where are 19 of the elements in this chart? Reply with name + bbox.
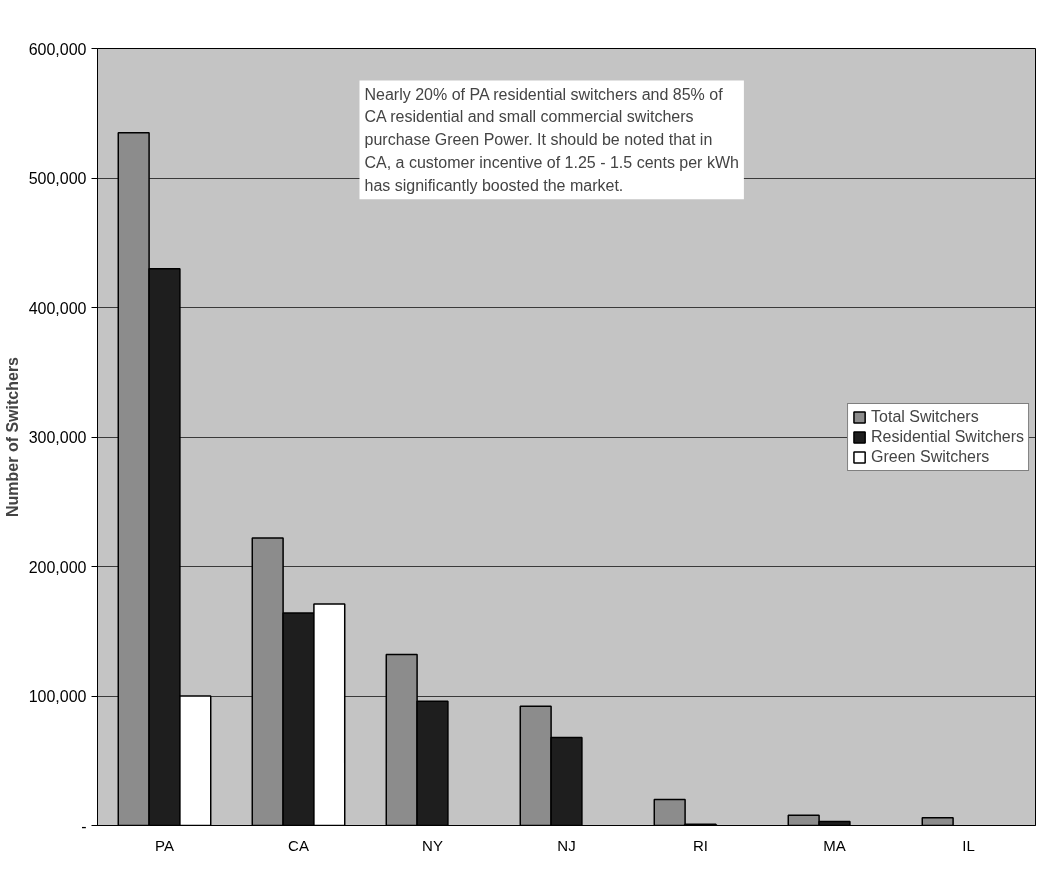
y-tick-label: 500,000	[28, 170, 87, 187]
y-tick-label: 200,000	[28, 558, 87, 576]
x-tick-label: RI	[693, 836, 708, 854]
annotation: Nearly 20% of PA residential switchers and 85% of CA residential and small commercial switchers purchase Green Power. It should be noted that in CA, a customer incentive of 1.25 - 1.5 cents per kWh has significantly boosted the market.	[364, 85, 739, 195]
x-tick-label: NY	[422, 836, 443, 854]
y-tick-label: 600,000	[28, 40, 87, 58]
y-tick-label: 300,000	[28, 429, 87, 446]
y-tick-label: 100,000	[28, 688, 87, 705]
legend-label: Residential Switchers	[871, 427, 1024, 446]
y-tick-label: 400,000	[28, 299, 87, 317]
x-tick-label: PA	[155, 836, 174, 854]
x-tick-label: CA	[288, 836, 309, 854]
legend-label: Total Switchers	[871, 407, 979, 426]
legend-label: Green Switchers	[871, 447, 990, 466]
x-tick-label: IL	[962, 836, 975, 854]
y-tick-label: -	[81, 817, 87, 835]
y-axis-title: Number of Switchers	[3, 356, 21, 518]
x-tick-label: MA	[823, 836, 846, 854]
x-tick-label: NJ	[557, 836, 576, 854]
